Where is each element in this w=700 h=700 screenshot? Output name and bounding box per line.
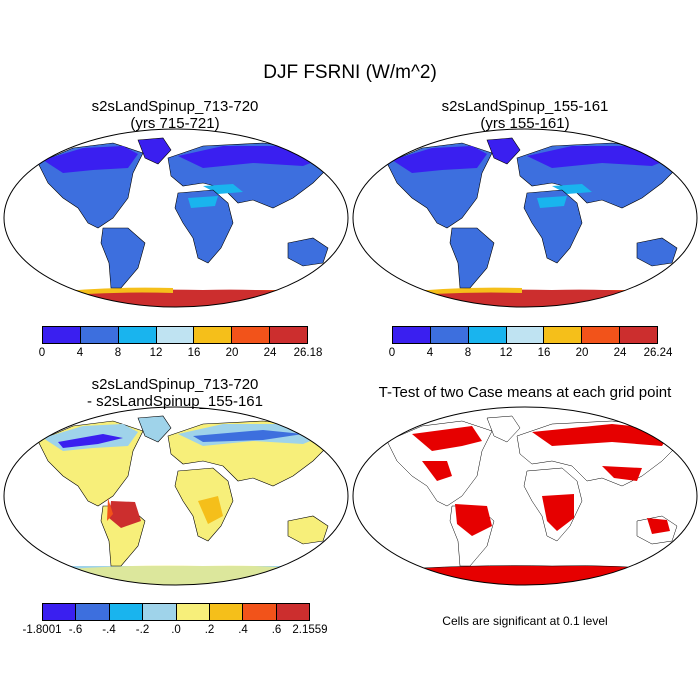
colorbar-swatch	[80, 327, 119, 343]
colorbar-swatch	[76, 604, 110, 620]
colorbar-swatch	[544, 327, 583, 343]
panel-title-bottom-left: s2sLandSpinup_713-720 - s2sLandSpinup_15…	[5, 376, 345, 410]
continent-australia	[287, 237, 329, 267]
continent-greenland	[137, 415, 172, 443]
significance-note: Cells are significant at 0.1 level	[442, 614, 608, 628]
figure-title: DJF FSRNI (W/m^2)	[263, 62, 437, 83]
colorbar-tick-label: .0	[171, 624, 181, 636]
continent-africa	[523, 189, 583, 264]
colorbar-tick-label: 24	[263, 347, 277, 359]
colorbar-tick-label: 8	[464, 347, 472, 359]
colorbar-tick-label: 20	[575, 347, 589, 359]
panel-title-line2: - s2sLandSpinup_155-161	[87, 393, 263, 410]
colorbar-tick-label: 2.1559	[292, 624, 328, 636]
colorbar-swatch	[143, 604, 177, 620]
colorbar-swatch	[209, 604, 244, 620]
colorbar-bottom-left	[42, 603, 310, 621]
colorbar-swatch	[156, 327, 195, 343]
colorbar-swatch	[270, 327, 308, 343]
continent-south-america	[449, 227, 495, 289]
colorbar-swatch	[393, 327, 431, 343]
colorbar-tick-label: 24	[613, 347, 627, 359]
map-top-right	[352, 128, 698, 308]
panel-title-bottom-right: T-Test of two Case means at each grid po…	[378, 384, 672, 401]
panel-title-line1: s2sLandSpinup_713-720	[91, 98, 259, 115]
colorbar-swatch	[620, 327, 658, 343]
colorbar-swatch	[232, 327, 271, 343]
continent-south-america	[100, 227, 146, 289]
colorbar-ticks-bottom-left: -1.8001 -.6 -.4 -.2 .0 .2 .4 .6 2.1559	[22, 624, 327, 638]
colorbar-tick-label: 4	[76, 347, 84, 359]
continent-africa	[174, 189, 234, 264]
continent-australia	[636, 237, 678, 267]
colorbar-tick-label: .6	[271, 624, 282, 636]
colorbar-tick-label: -1.8001	[22, 624, 62, 636]
colorbar-tick-label: 26.24	[643, 347, 673, 359]
colorbar-tick-label: 26.18	[293, 347, 323, 359]
colorbar-swatch	[582, 327, 621, 343]
panel-title-line2: (yrs 715-721)	[130, 115, 220, 132]
colorbar-swatch	[243, 604, 277, 620]
colorbar-tick-label: -.2	[135, 624, 150, 636]
continent-greenland	[137, 137, 172, 165]
colorbar-swatch	[109, 604, 144, 620]
continent-australia	[287, 515, 329, 545]
colorbar-swatch	[118, 327, 157, 343]
colorbar-swatch	[194, 327, 233, 343]
continent-greenland	[486, 415, 521, 443]
colorbar-tick-label: 16	[187, 347, 201, 359]
colorbar-tick-label: .4	[238, 624, 248, 636]
colorbar-swatch	[43, 604, 77, 620]
colorbar-tick-label: 12	[149, 347, 163, 359]
colorbar-tick-label: 4	[426, 347, 434, 359]
colorbar-tick-label: 12	[499, 347, 513, 359]
colorbar-tick-label: 0	[38, 347, 46, 359]
colorbar-swatch	[276, 604, 309, 620]
colorbar-ticks-top-left: 0 4 8 12 16 20 24 26.18	[38, 347, 323, 361]
map-bottom-right	[352, 406, 698, 586]
colorbar-swatch	[430, 327, 469, 343]
panel-title-top-left: s2sLandSpinup_713-720 (yrs 715-721)	[5, 98, 345, 132]
colorbar-ticks-top-right: 0 4 8 12 16 20 24 26.24	[388, 347, 673, 361]
colorbar-top-right	[392, 326, 658, 344]
map-bottom-left	[3, 406, 349, 586]
colorbar-tick-label: 20	[225, 347, 239, 359]
colorbar-tick-label: -.6	[68, 624, 83, 636]
panel-title-line1: s2sLandSpinup_155-161	[441, 98, 609, 115]
colorbar-tick-label: 16	[537, 347, 551, 359]
map-top-left	[3, 128, 349, 308]
colorbar-top-left	[42, 326, 308, 344]
colorbar-swatch	[43, 327, 81, 343]
colorbar-swatch	[506, 327, 545, 343]
colorbar-swatch	[468, 327, 507, 343]
colorbar-tick-label: .2	[204, 624, 215, 636]
colorbar-tick-label: 8	[114, 347, 122, 359]
panel-title-line2: (yrs 155-161)	[480, 115, 570, 132]
panel-title-top-right: s2sLandSpinup_155-161 (yrs 155-161)	[355, 98, 695, 132]
colorbar-tick-label: -.4	[102, 624, 116, 636]
continent-greenland	[486, 137, 521, 165]
antarctica	[371, 565, 683, 585]
panel-title-line1: s2sLandSpinup_713-720	[91, 376, 259, 393]
colorbar-swatch	[176, 604, 210, 620]
colorbar-tick-label: 0	[388, 347, 396, 359]
